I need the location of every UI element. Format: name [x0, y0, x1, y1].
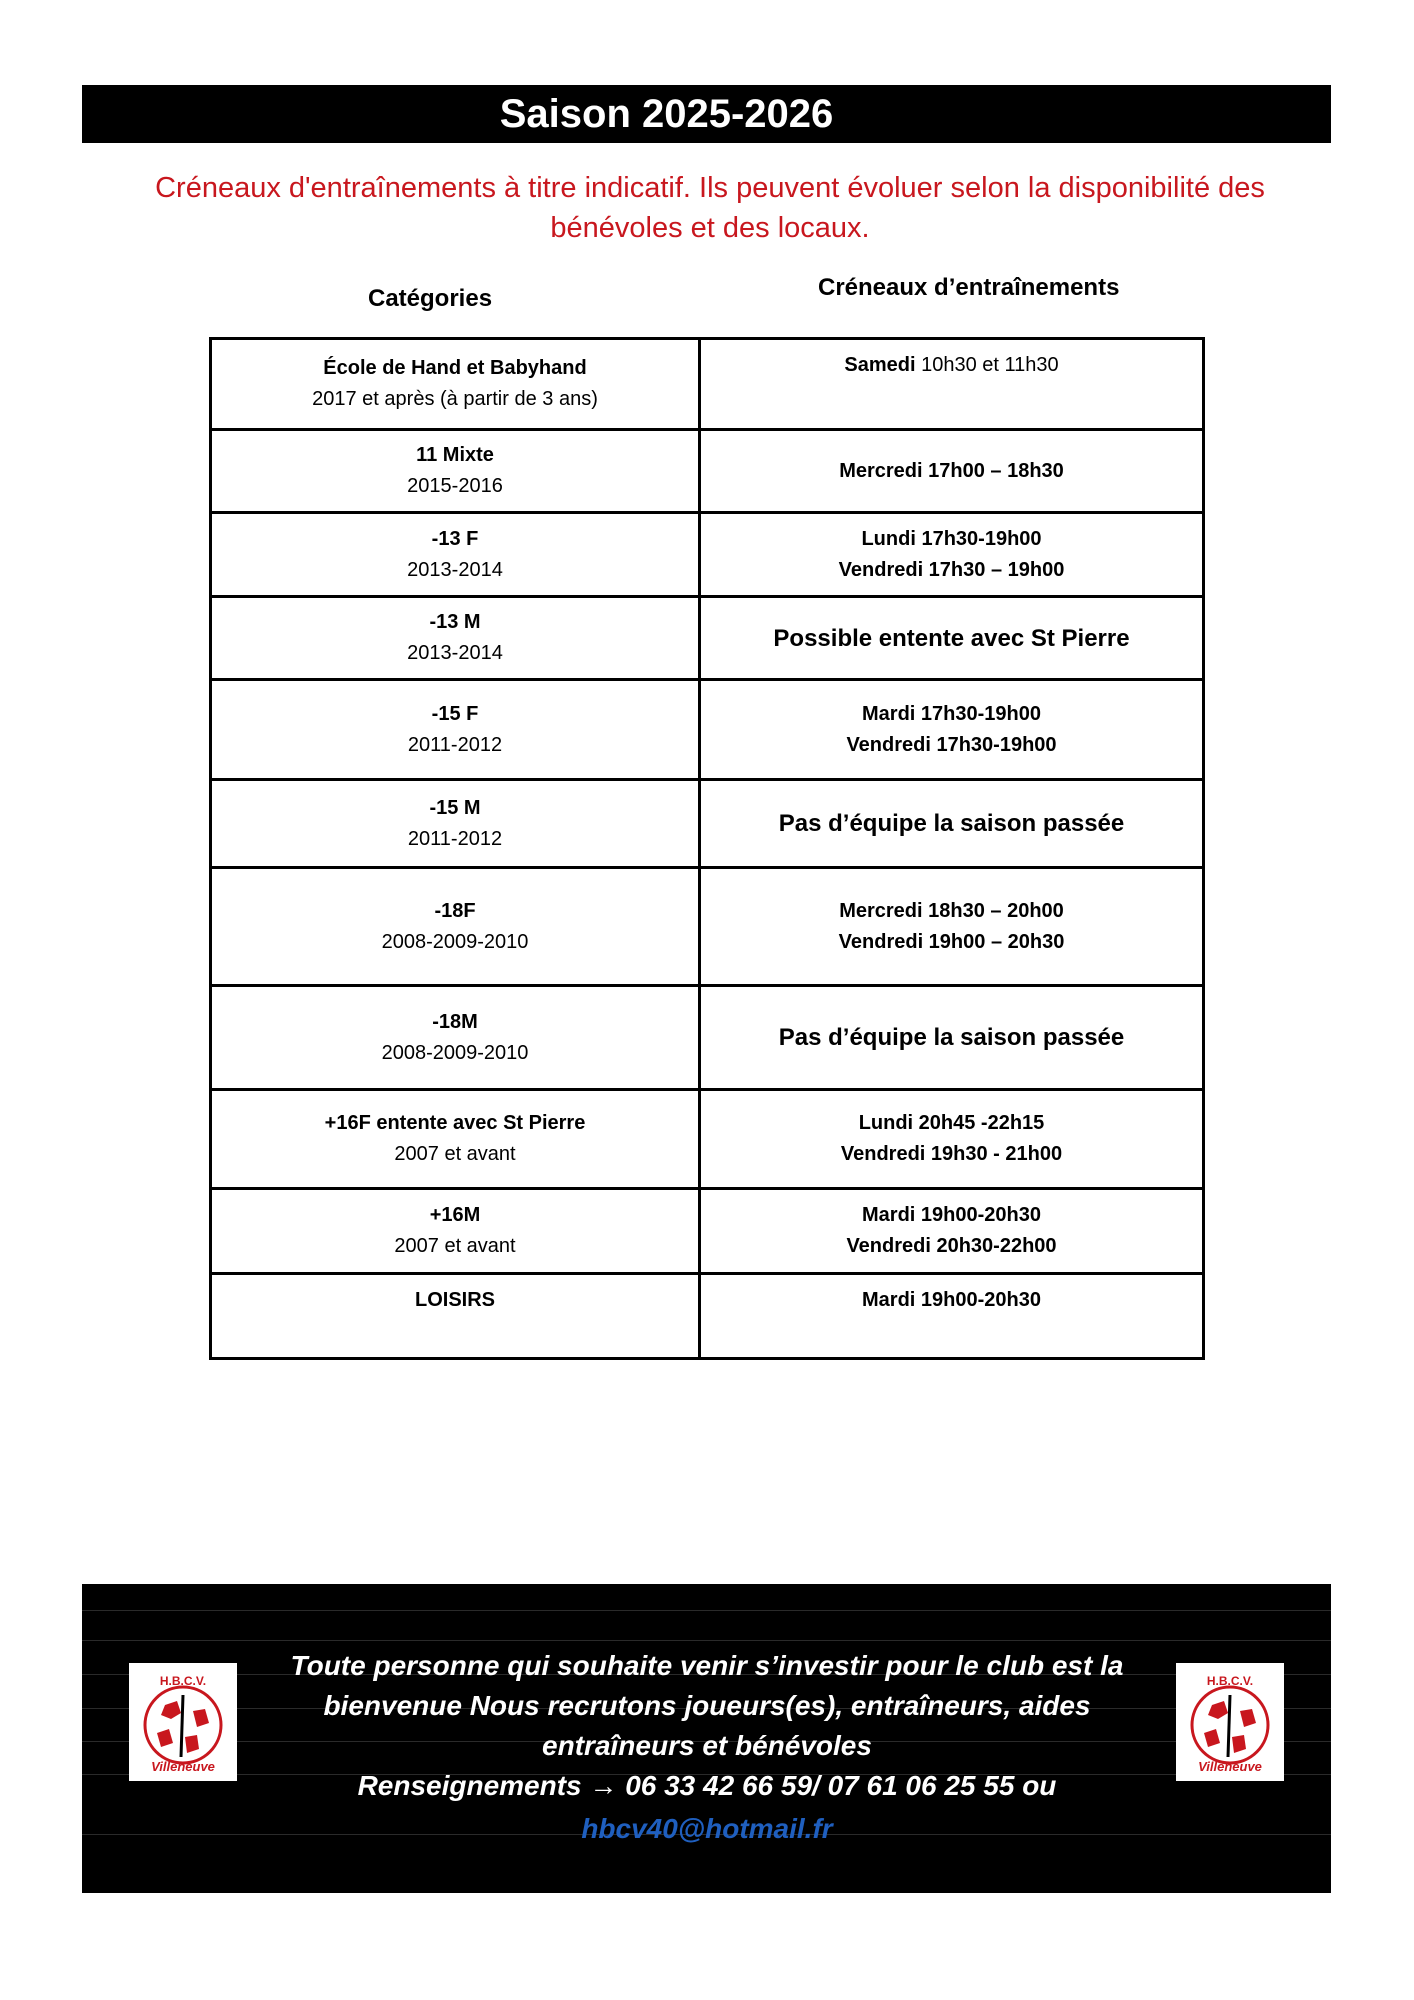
- slot-line: Pas d’équipe la saison passée: [778, 1024, 1125, 1051]
- category-name: -18F: [434, 899, 476, 922]
- category-name: 11 Mixte: [416, 444, 494, 466]
- slot-cell: Lundi 20h45 -22h15 Vendredi 19h30 - 21h00: [698, 1088, 1205, 1190]
- page-title: Saison 2025-2026: [82, 85, 1331, 143]
- slot-cell: Mardi 17h30-19h00 Vendredi 17h30-19h00: [698, 678, 1205, 781]
- category-cell: +16M 2007 et avant: [209, 1187, 701, 1275]
- category-name: LOISIRS: [414, 1289, 495, 1311]
- table-row: -15 M 2011-2012 Pas d’équipe la saison pas…: [209, 778, 1205, 869]
- category-years: 2013-2014: [407, 558, 503, 581]
- svg-text:Villeneuve: Villeneuve: [151, 1759, 215, 1774]
- category-name: +16M: [429, 1204, 481, 1226]
- category-cell: -18M 2008-2009-2010: [209, 984, 701, 1091]
- email-link[interactable]: hbcv40@hotmail.fr: [581, 1813, 833, 1844]
- slot-times: 10h30 et 11h30: [915, 354, 1059, 376]
- table-row: -13 F 2013-2014 Lundi 17h30-19h00 Vendredi …: [209, 511, 1205, 598]
- club-logo-left: H.B.C.V. Villeneuve: [129, 1663, 237, 1781]
- table-row: -13 M 2013-2014 Possible entente avec St P…: [209, 595, 1205, 681]
- svg-text:Villeneuve: Villeneuve: [1198, 1759, 1262, 1774]
- header-categories: Catégories: [368, 285, 493, 312]
- category-years: 2015-2016: [407, 475, 503, 497]
- table-row: LOISIRS Mardi 19h00-20h30: [209, 1272, 1205, 1360]
- table-row: École de Hand et Babyhand 2017 et après (…: [209, 337, 1205, 431]
- category-cell: LOISIRS: [209, 1272, 701, 1360]
- slot-cell: Mercredi 18h30 – 20h00 Vendredi 19h00 – 2…: [698, 866, 1205, 987]
- slot-line: Lundi 20h45 -22h15: [858, 1112, 1045, 1134]
- category-cell: -13 F 2013-2014: [209, 511, 701, 598]
- recruit-text: Toute personne qui souhaite venir s’inve…: [290, 1650, 1124, 1761]
- category-name: -18M: [432, 1010, 478, 1033]
- category-name: +16F entente avec St Pierre: [324, 1112, 586, 1134]
- table-row: -15 F 2011-2012 Mardi 17h30-19h00 Vendredi …: [209, 678, 1205, 781]
- category-cell: -13 M 2013-2014: [209, 595, 701, 681]
- category-name: -15 F: [431, 702, 479, 725]
- slot-line: Vendredi 17h30-19h00: [846, 733, 1057, 756]
- category-name: -13 M: [429, 611, 481, 633]
- schedule-table: École de Hand et Babyhand 2017 et après (…: [209, 337, 1205, 1360]
- slot-cell: Mardi 19h00-20h30 Vendredi 20h30-22h00: [698, 1187, 1205, 1275]
- contact-phones: Renseignements → 06 33 42 66 59/ 07 61 0…: [357, 1770, 1057, 1801]
- category-cell: École de Hand et Babyhand 2017 et après (…: [209, 337, 701, 431]
- category-years: 2011-2012: [407, 733, 503, 756]
- footer-message: Toute personne qui souhaite venir s’inve…: [282, 1646, 1132, 1849]
- slot-line: Lundi 17h30-19h00: [861, 527, 1042, 550]
- category-cell: +16F entente avec St Pierre 2007 et avant: [209, 1088, 701, 1190]
- header-slots: Créneaux d’entraînements: [818, 274, 1120, 301]
- title-text: Saison 2025-2026: [499, 91, 834, 136]
- slot-line: Vendredi 19h00 – 20h30: [838, 930, 1065, 953]
- category-cell: 11 Mixte 2015-2016: [209, 428, 701, 514]
- slot-cell: Mardi 19h00-20h30: [698, 1272, 1205, 1360]
- slot-cell: Pas d’équipe la saison passée: [698, 778, 1205, 869]
- slot-line: Mercredi 17h00 – 18h30: [839, 459, 1064, 482]
- table-row: +16F entente avec St Pierre 2007 et avant…: [209, 1088, 1205, 1190]
- slot-line: Vendredi 19h30 - 21h00: [840, 1143, 1063, 1165]
- slot-cell: Samedi 10h30 et 11h30: [698, 337, 1205, 431]
- slot-cell: Mercredi 17h00 – 18h30: [698, 428, 1205, 514]
- svg-text:H.B.C.V.: H.B.C.V.: [1207, 1674, 1253, 1688]
- table-row: -18F 2008-2009-2010 Mercredi 18h30 – 20h00…: [209, 866, 1205, 987]
- slot-line: Mardi 17h30-19h00: [862, 702, 1041, 725]
- category-name: École de Hand et Babyhand: [323, 357, 587, 379]
- category-years: 2017 et après (à partir de 3 ans): [312, 388, 598, 410]
- slot-line: Pas d’équipe la saison passée: [778, 810, 1125, 837]
- category-years: 2011-2012: [407, 827, 503, 850]
- slot-line: Possible entente avec St Pierre: [773, 624, 1130, 652]
- slot-cell: Pas d’équipe la saison passée: [698, 984, 1205, 1091]
- svg-text:H.B.C.V.: H.B.C.V.: [160, 1674, 206, 1688]
- slot-line: Mercredi 18h30 – 20h00: [839, 899, 1064, 922]
- category-years: 2008-2009-2010: [381, 930, 529, 953]
- category-years: 2007 et avant: [394, 1235, 516, 1257]
- slot-line: Vendredi 20h30-22h00: [846, 1235, 1057, 1257]
- slot-cell: Possible entente avec St Pierre: [698, 595, 1205, 681]
- slot-line: Mardi 19h00-20h30: [862, 1204, 1041, 1226]
- table-row: 11 Mixte 2015-2016 Mercredi 17h00 – 18h30: [209, 428, 1205, 514]
- category-years: 2008-2009-2010: [381, 1041, 529, 1064]
- slot-line: Vendredi 17h30 – 19h00: [838, 558, 1065, 581]
- category-cell: -15 M 2011-2012: [209, 778, 701, 869]
- category-name: -15 M: [429, 796, 481, 819]
- category-cell: -18F 2008-2009-2010: [209, 866, 701, 987]
- category-years: 2007 et avant: [394, 1143, 516, 1165]
- category-name: -13 F: [431, 527, 479, 550]
- notice-text: Créneaux d'entraînements à titre indicat…: [155, 172, 1265, 244]
- slot-cell: Lundi 17h30-19h00 Vendredi 17h30 – 19h00: [698, 511, 1205, 598]
- category-cell: -15 F 2011-2012: [209, 678, 701, 781]
- slot-line: Mardi 19h00-20h30: [862, 1289, 1041, 1311]
- footer-banner: H.B.C.V. Villeneuve H.B.C.V. Villeneuve To…: [82, 1584, 1331, 1893]
- club-logo-right: H.B.C.V. Villeneuve: [1176, 1663, 1284, 1781]
- table-row: +16M 2007 et avant Mardi 19h00-20h30 Vendre…: [209, 1187, 1205, 1275]
- slot-day: Samedi: [844, 354, 916, 376]
- table-row: -18M 2008-2009-2010 Pas d’équipe la saison…: [209, 984, 1205, 1091]
- category-years: 2013-2014: [407, 642, 503, 664]
